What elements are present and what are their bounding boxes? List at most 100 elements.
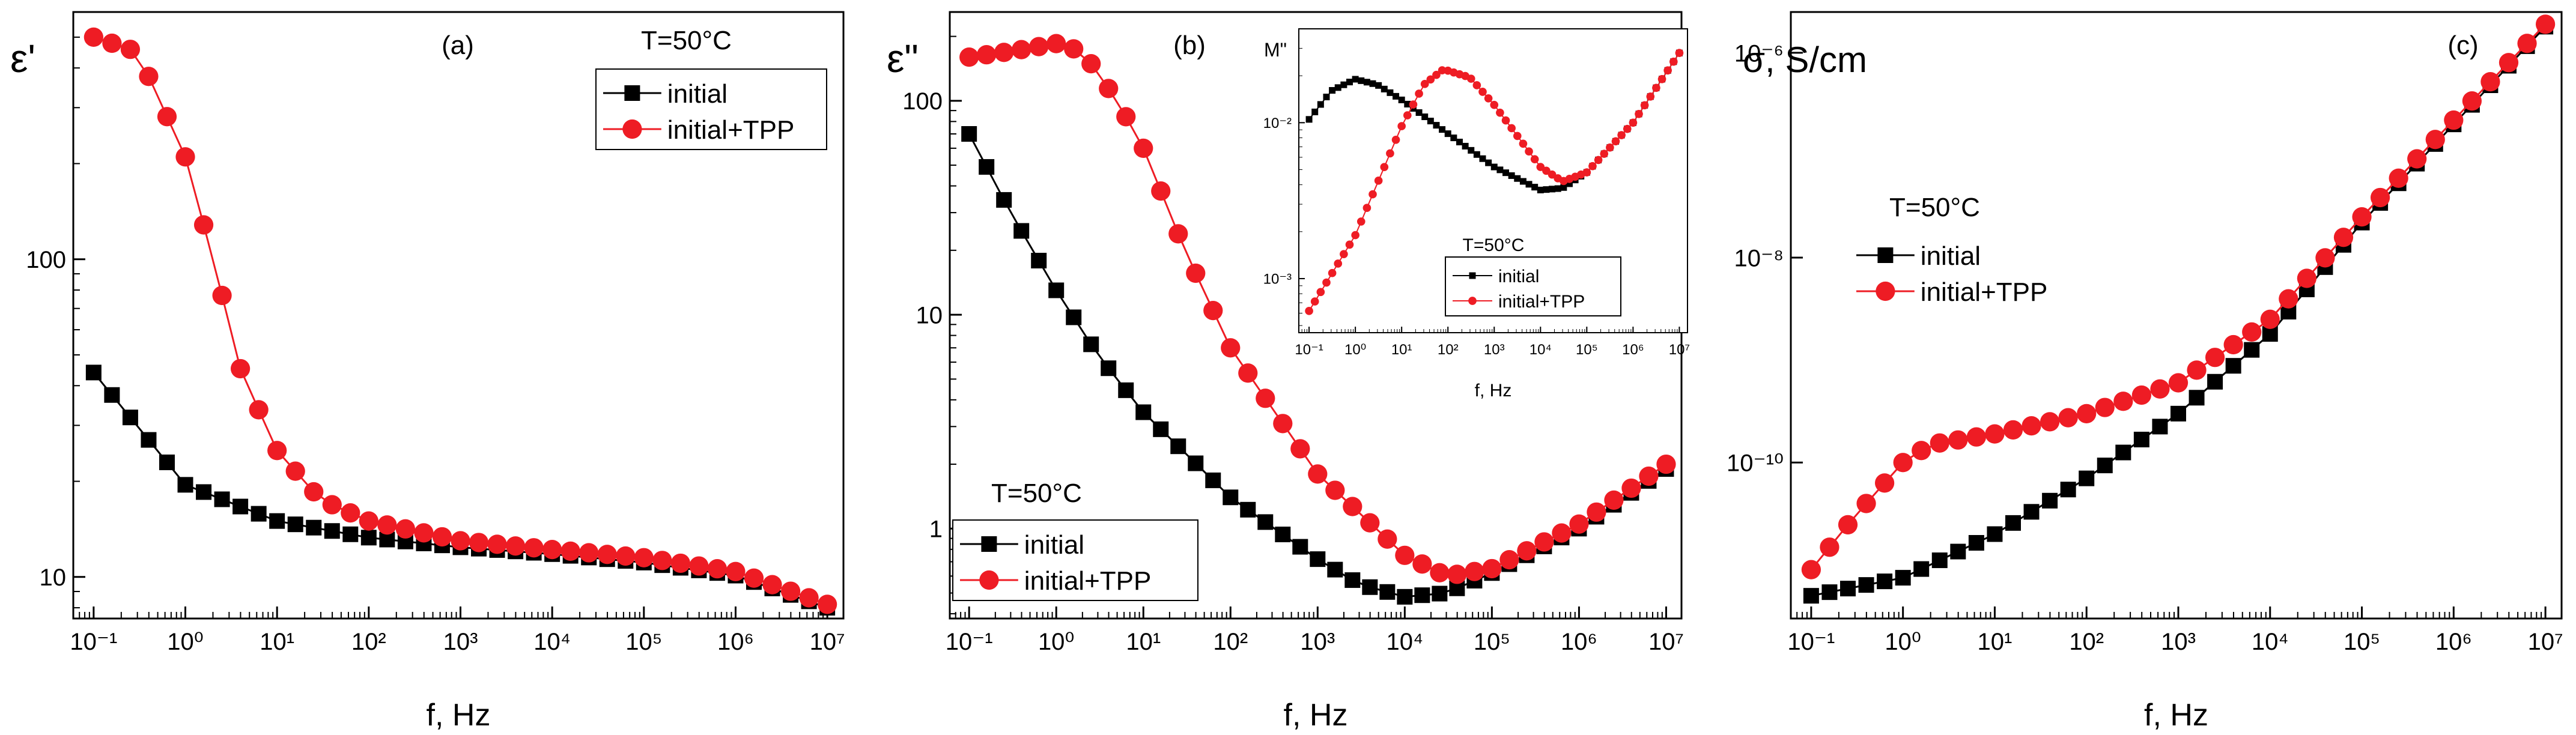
panel-c-point-tpp	[2260, 309, 2280, 329]
inset-point-initial	[1352, 76, 1359, 83]
panel-c-point-tpp	[2242, 322, 2262, 342]
panel-c-point-tpp	[1838, 515, 1858, 534]
panel-a-point-tpp	[139, 67, 159, 86]
panel-c-point-tpp	[1912, 441, 1931, 461]
inset-point-tpp	[1334, 259, 1343, 268]
panel-a-point-tpp	[432, 527, 452, 547]
panel-b-point-tpp	[1482, 558, 1502, 579]
panel-c-point-tpp	[2352, 207, 2372, 227]
panel-c-point-initial	[1821, 584, 1838, 600]
panel-c-point-initial	[2079, 470, 2095, 486]
panel-b-point-tpp	[1395, 545, 1415, 565]
panel-b-xtick-label: 10⁻¹	[946, 629, 993, 655]
panel-b-point-initial	[1188, 455, 1204, 471]
panel-b-point-initial	[996, 192, 1012, 208]
panel-a-point-tpp	[524, 538, 544, 558]
panel-c-xlabel: f, Hz	[2144, 698, 2208, 733]
panel-a-point-initial	[159, 454, 175, 470]
panel-c-xtick-label: 10²	[2069, 629, 2104, 655]
inset-point-initial	[1317, 101, 1324, 108]
inset-point-initial	[1381, 85, 1388, 92]
panel-a-xtick-label: 10⁷	[810, 629, 845, 655]
inset-point-initial	[1468, 147, 1475, 154]
inset-legend-label: initial+TPP	[1498, 292, 1585, 312]
panel-a-point-tpp	[212, 285, 232, 306]
panel-a-annotation: T=50°C	[641, 26, 732, 55]
panel-c-point-initial	[1840, 581, 1856, 597]
panel-b-point-initial	[1048, 282, 1065, 298]
panel-c-point-tpp	[2535, 14, 2556, 34]
panel-c-point-tpp	[1930, 433, 1949, 453]
panel-b-point-initial	[1066, 309, 1082, 325]
panel-c-point-tpp	[2279, 289, 2298, 309]
panel-b-point-tpp	[1656, 454, 1676, 474]
inset-point-initial	[1560, 184, 1567, 191]
panel-c-point-tpp	[1893, 453, 1913, 473]
panel-c-point-tpp	[1948, 430, 1968, 450]
inset-point-tpp	[1490, 100, 1499, 109]
panel-b-panel-label: (b)	[1173, 31, 1206, 60]
panel-b-point-tpp	[977, 45, 997, 65]
panel-b-point-tpp	[1639, 466, 1659, 486]
panel-b-xtick-label: 10³	[1300, 629, 1335, 655]
panel-c-point-tpp	[2058, 408, 2078, 428]
panel-b-point-initial	[1414, 587, 1430, 603]
inset-point-tpp	[1600, 150, 1609, 158]
inset-point-tpp	[1362, 204, 1372, 213]
inset-point-initial	[1427, 118, 1434, 125]
inset-xtick-label: 10⁵	[1576, 342, 1598, 358]
panel-c-point-initial	[2189, 390, 2205, 406]
inset-point-initial	[1398, 96, 1405, 103]
panel-c-point-initial	[2170, 405, 2186, 422]
panel-a-ytick-label: 10	[40, 564, 67, 591]
panel-c-point-initial	[2133, 431, 2149, 447]
panel-c-xtick-label: 10⁴	[2252, 629, 2289, 655]
panel-b-point-tpp	[1499, 549, 1519, 570]
panel-c-point-initial	[2115, 444, 2131, 461]
panel-b-point-tpp	[1308, 464, 1328, 484]
panel-b: 10⁻¹ 10⁰ 10¹ 10² 10³ 10⁴ 10⁵ 10⁶ 10⁷ 1 10 100 f, Hz ε…	[887, 11, 1690, 733]
panel-b-point-initial	[979, 159, 995, 175]
panel-b-point-initial	[1310, 551, 1326, 567]
panel-a-point-initial	[122, 410, 138, 426]
inset-point-tpp	[1530, 155, 1539, 163]
panel-b-xtick-label: 10⁷	[1648, 629, 1684, 655]
panel-c-point-tpp	[2297, 268, 2317, 288]
panel-b-point-initial	[1397, 588, 1413, 605]
panel-b-ytick-label: 10	[916, 302, 943, 328]
panel-b-point-tpp	[994, 43, 1014, 62]
inset-point-tpp	[1640, 101, 1649, 110]
inset-point-tpp	[1374, 177, 1383, 185]
inset-point-tpp	[1432, 70, 1441, 79]
inset-point-tpp	[1415, 89, 1423, 98]
panel-a-point-tpp	[341, 503, 360, 523]
panel-b-xtick-label: 10⁴	[1387, 629, 1424, 655]
panel-b-point-tpp	[1378, 529, 1397, 549]
panel-c-point-initial	[1803, 588, 1819, 604]
panel-b-point-tpp	[1046, 34, 1066, 53]
inset-point-initial	[1346, 79, 1353, 86]
inset-point-tpp	[1340, 250, 1348, 258]
inset-point-initial	[1358, 77, 1365, 84]
panel-b-point-tpp	[1029, 37, 1049, 56]
panel-c-point-tpp	[1985, 424, 2005, 444]
panel-b-point-tpp	[1430, 563, 1450, 582]
panel-b-point-tpp	[1116, 107, 1136, 127]
panel-c-panel-label: (c)	[2447, 31, 2478, 60]
panel-a-frame	[72, 11, 845, 620]
inset-point-tpp	[1438, 66, 1447, 74]
panel-a-point-tpp	[414, 523, 434, 543]
inset-point-tpp	[1305, 307, 1313, 315]
panel-b-point-initial	[1240, 501, 1256, 518]
inset-frame	[1298, 28, 1688, 333]
panel-c-point-tpp	[1856, 494, 1876, 513]
inset-point-tpp	[1403, 111, 1412, 119]
panel-c-xtick-label: 10⁷	[2528, 629, 2563, 655]
panel-c-ytick-label: 10⁻¹⁰	[1727, 450, 1784, 477]
inset-point-tpp	[1657, 74, 1666, 83]
panel-b-point-tpp	[1465, 561, 1484, 581]
inset-point-tpp	[1542, 166, 1551, 175]
inset-point-initial	[1525, 181, 1533, 188]
inset-point-initial	[1537, 186, 1544, 193]
